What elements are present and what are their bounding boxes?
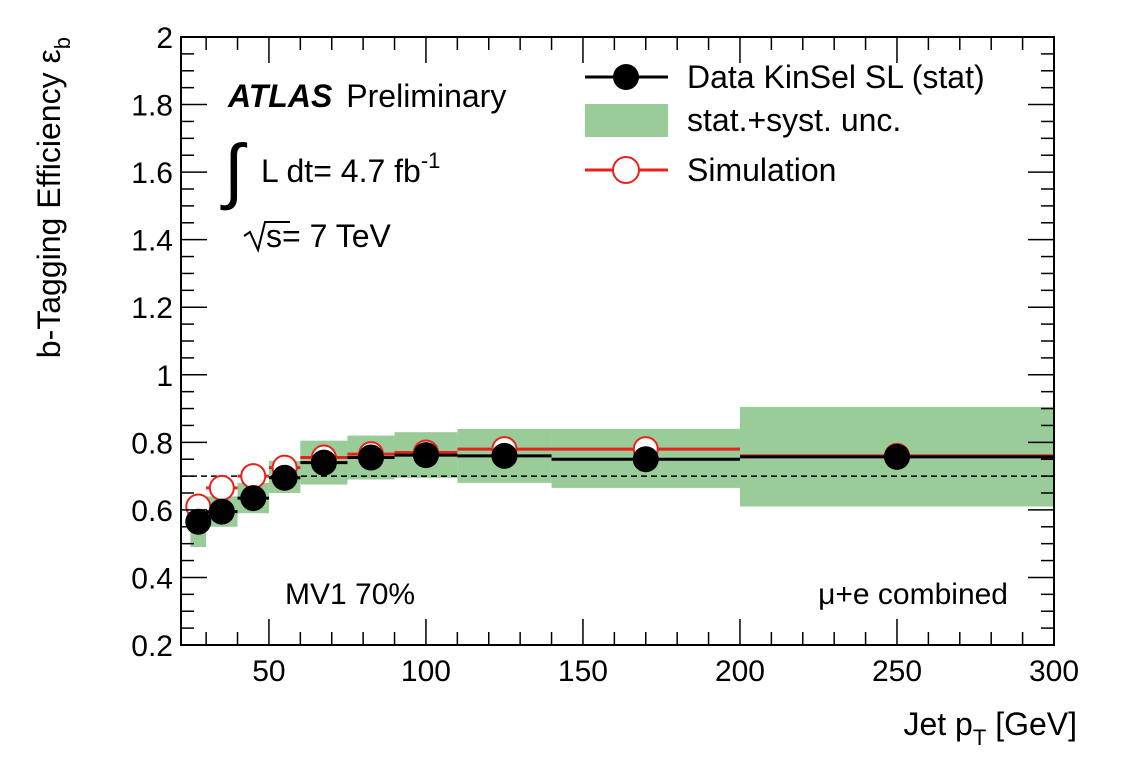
data-point [271, 464, 298, 491]
y-axis: 0.2 0.4 0.6 0.8 1 1.2 1.4 1.6 1.8 2 [131, 22, 1054, 663]
uncertainty-band-layer [190, 406, 1054, 548]
x-axis-title: Jet pT [GeV] [903, 706, 1077, 750]
x-tick-label: 50 [252, 655, 285, 688]
y-tick-label: 1.8 [131, 90, 173, 123]
integral-sign: ∫ [220, 131, 248, 211]
data-point [357, 444, 384, 471]
data-point [491, 442, 518, 469]
sqrt-sign [243, 221, 290, 254]
channel-label: μ+e combined [818, 578, 1008, 611]
atlas-label: ATLAS Preliminary [227, 78, 506, 114]
legend-item-band: stat.+syst. unc. [585, 102, 901, 138]
legend-label-band: stat.+syst. unc. [687, 102, 901, 138]
data-point [310, 449, 337, 476]
x-tick-label: 200 [715, 655, 765, 688]
luminosity-label: L dt= 4.7 fb-1 [261, 148, 440, 189]
y-tick-label: 0.8 [131, 427, 173, 460]
y-tick-label: 1.6 [131, 157, 173, 190]
data-series [185, 442, 1054, 535]
legend-label-data: Data KinSel SL (stat) [687, 59, 985, 95]
tagger-label: MV1 70% [285, 578, 415, 611]
legend-item-simulation: Simulation [585, 152, 836, 188]
x-tick-label: 100 [401, 655, 451, 688]
x-tick-label: 300 [1029, 655, 1079, 688]
energy-label: s= 7 TeV [266, 218, 391, 254]
data-point [208, 498, 235, 525]
y-tick-label: 1 [156, 360, 173, 393]
data-point [632, 446, 659, 473]
x-tick-label: 250 [872, 655, 922, 688]
data-point [185, 508, 212, 535]
data-point [883, 443, 910, 470]
y-axis-title: b-Tagging Efficiency εb [31, 37, 75, 358]
x-tick-label: 150 [558, 655, 608, 688]
y-tick-label: 2 [156, 22, 173, 55]
data-point [240, 485, 267, 512]
x-axis: 50 100 150 200 250 300 [205, 37, 1079, 688]
simulation-point [240, 463, 267, 490]
simulation-point [208, 474, 235, 501]
legend-label-simulation: Simulation [687, 152, 836, 188]
y-tick-label: 0.2 [131, 630, 173, 663]
legend-item-data: Data KinSel SL (stat) [585, 59, 985, 95]
y-tick-label: 1.2 [131, 292, 173, 325]
y-tick-label: 0.4 [131, 562, 173, 595]
y-tick-label: 1.4 [131, 225, 173, 258]
y-tick-label: 0.6 [131, 495, 173, 528]
data-point [412, 442, 439, 469]
legend: Data KinSel SL (stat) stat.+syst. unc. S… [585, 59, 985, 188]
